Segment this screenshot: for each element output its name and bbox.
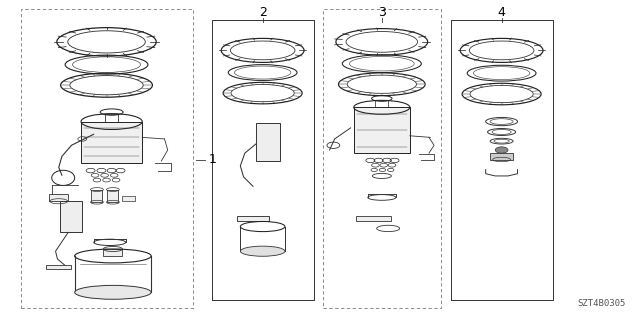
- Bar: [490, 153, 513, 160]
- Text: 1: 1: [209, 153, 216, 166]
- Bar: [237, 216, 269, 221]
- Bar: [49, 194, 68, 201]
- Text: SZT4B0305: SZT4B0305: [577, 299, 626, 308]
- Text: 4: 4: [498, 6, 506, 19]
- Ellipse shape: [241, 246, 285, 256]
- Circle shape: [495, 147, 508, 153]
- Ellipse shape: [75, 286, 151, 299]
- Bar: [103, 249, 122, 256]
- Bar: [122, 197, 135, 201]
- Text: 2: 2: [259, 6, 267, 19]
- Bar: [106, 189, 118, 202]
- Bar: [354, 107, 410, 153]
- Bar: [91, 189, 102, 202]
- Bar: [356, 216, 392, 221]
- Bar: [81, 122, 142, 163]
- Bar: [46, 265, 72, 269]
- Bar: [60, 201, 83, 232]
- Text: 3: 3: [378, 6, 386, 19]
- Bar: [256, 123, 280, 161]
